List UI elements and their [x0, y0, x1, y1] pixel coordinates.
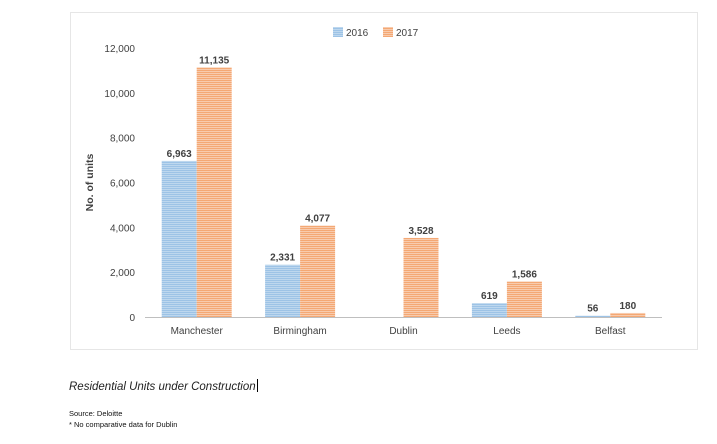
bar-2016-leeds — [471, 303, 507, 317]
footnote: * No comparative data for Dublin — [69, 420, 178, 429]
data-label: 56 — [587, 304, 599, 315]
y-axis-label: No. of units — [84, 153, 96, 211]
legend-label: 2017 — [396, 28, 419, 39]
x-tick-label: Belfast — [595, 326, 626, 337]
y-tick-label: 4,000 — [110, 223, 135, 234]
bar-chart: No. of units 0 2,000 4,000 6,000 8,000 10,000… — [84, 27, 662, 337]
x-tick-label: Dublin — [389, 326, 417, 337]
bar-2017-dublin — [403, 237, 439, 317]
data-label: 6,963 — [167, 149, 192, 160]
x-tick-label: Leeds — [493, 326, 520, 337]
y-tick-label: 6,000 — [110, 179, 135, 190]
source-note: Source: Deloitte — [69, 409, 123, 418]
bar-2017-leeds — [506, 281, 542, 317]
data-label: 180 — [619, 301, 636, 312]
bar-2016-manchester — [161, 160, 197, 317]
data-label: 2,331 — [270, 253, 295, 264]
legend-swatch-2017 — [383, 27, 393, 37]
y-tick-label: 2,000 — [110, 268, 135, 279]
data-label: 619 — [481, 291, 498, 302]
x-tick-label: Birmingham — [273, 326, 326, 337]
y-tick-label: 8,000 — [110, 134, 135, 145]
bar-2016-belfast — [575, 315, 611, 317]
y-tick-label: 10,000 — [104, 89, 135, 100]
data-label: 11,135 — [199, 55, 229, 66]
data-label: 3,528 — [408, 226, 433, 237]
legend-label: 2016 — [346, 28, 369, 39]
chart-caption: Residential Units under Construction — [69, 379, 258, 393]
bar-2017-belfast — [610, 312, 646, 317]
data-label: 4,077 — [305, 214, 330, 225]
text-cursor — [256, 379, 258, 392]
bar-2017-manchester — [196, 67, 232, 318]
y-tick-label: 0 — [129, 313, 135, 324]
bar-2017-birmingham — [300, 225, 336, 317]
legend-swatch-2016 — [333, 27, 343, 37]
data-label: 1,586 — [512, 269, 537, 280]
x-tick-label: Manchester — [171, 326, 224, 337]
y-tick-label: 12,000 — [104, 44, 135, 55]
bar-2016-birmingham — [265, 264, 301, 317]
